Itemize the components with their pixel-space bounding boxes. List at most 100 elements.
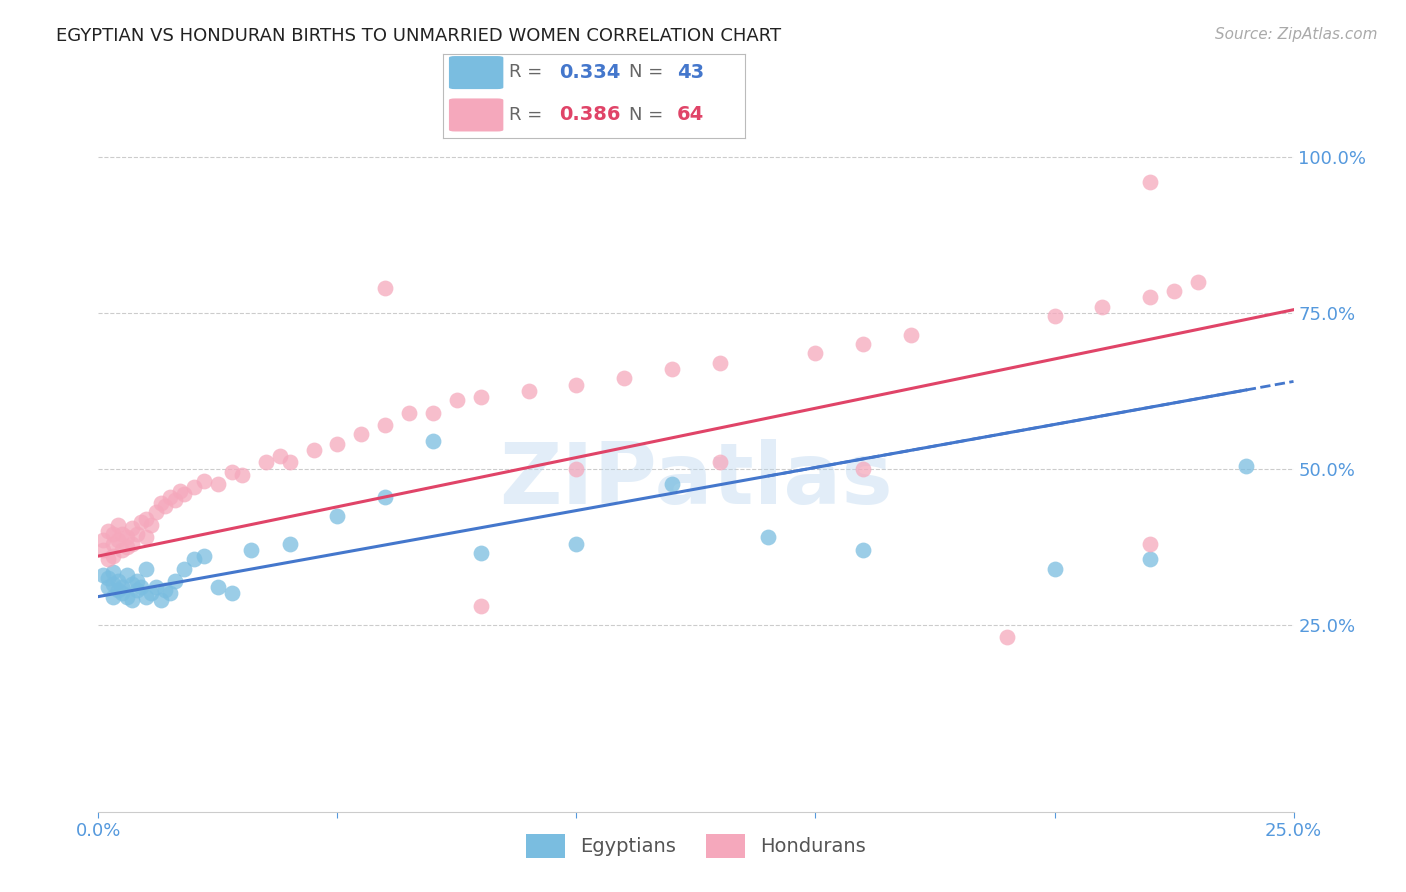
Point	[852, 337, 875, 351]
Point	[101, 565, 124, 579]
Point	[131, 515, 153, 529]
Point	[121, 536, 143, 550]
Point	[565, 536, 588, 550]
Text: N =: N =	[628, 105, 669, 123]
Point	[149, 496, 172, 510]
Point	[183, 552, 205, 566]
Text: 64: 64	[678, 105, 704, 124]
Point	[422, 434, 444, 448]
Point	[131, 580, 153, 594]
Text: 0.386: 0.386	[560, 105, 621, 124]
Point	[1139, 175, 1161, 189]
Point	[422, 406, 444, 420]
FancyBboxPatch shape	[449, 98, 503, 131]
Point	[804, 346, 827, 360]
Point	[1043, 561, 1066, 575]
Point	[163, 492, 186, 507]
Point	[470, 599, 492, 613]
Text: 43: 43	[678, 62, 704, 82]
Point	[661, 362, 683, 376]
Point	[97, 552, 120, 566]
Point	[661, 477, 683, 491]
Point	[995, 630, 1018, 644]
Point	[101, 577, 124, 591]
Point	[169, 483, 191, 498]
Point	[565, 461, 588, 475]
Text: ZIPatlas: ZIPatlas	[499, 439, 893, 522]
Point	[470, 390, 492, 404]
Point	[183, 480, 205, 494]
Point	[231, 467, 253, 482]
Point	[193, 549, 215, 563]
Point	[121, 577, 143, 591]
Point	[155, 499, 177, 513]
Point	[111, 580, 134, 594]
Point	[1163, 284, 1185, 298]
Point	[269, 450, 291, 464]
Point	[1139, 552, 1161, 566]
Legend: Egyptians, Hondurans: Egyptians, Hondurans	[519, 826, 873, 865]
Text: 0.334: 0.334	[560, 62, 620, 82]
Point	[101, 549, 124, 563]
Point	[326, 508, 349, 523]
Point	[709, 356, 731, 370]
Point	[91, 533, 114, 548]
Text: Source: ZipAtlas.com: Source: ZipAtlas.com	[1215, 27, 1378, 42]
Point	[125, 574, 148, 588]
Point	[374, 490, 396, 504]
Point	[302, 443, 325, 458]
Point	[125, 583, 148, 598]
Point	[121, 592, 143, 607]
Text: R =: R =	[509, 63, 548, 81]
Point	[221, 465, 243, 479]
Point	[470, 546, 492, 560]
Point	[135, 530, 157, 544]
Point	[135, 590, 157, 604]
Point	[159, 490, 181, 504]
Point	[155, 583, 177, 598]
Point	[613, 371, 636, 385]
Point	[900, 327, 922, 342]
Point	[374, 418, 396, 433]
Point	[121, 521, 143, 535]
Point	[446, 393, 468, 408]
Point	[852, 461, 875, 475]
Point	[149, 592, 172, 607]
Point	[101, 590, 124, 604]
Point	[565, 377, 588, 392]
Point	[115, 590, 138, 604]
Point	[107, 583, 129, 598]
Point	[1187, 275, 1209, 289]
Point	[173, 486, 195, 500]
Point	[852, 542, 875, 557]
Point	[221, 586, 243, 600]
Point	[193, 474, 215, 488]
Point	[374, 281, 396, 295]
Point	[398, 406, 420, 420]
Point	[139, 586, 162, 600]
Point	[159, 586, 181, 600]
Point	[709, 455, 731, 469]
Point	[139, 517, 162, 532]
Point	[145, 505, 167, 519]
Point	[115, 530, 138, 544]
Point	[207, 580, 229, 594]
Point	[107, 574, 129, 588]
Point	[517, 384, 540, 398]
Point	[173, 561, 195, 575]
Point	[135, 511, 157, 525]
Point	[163, 574, 186, 588]
Point	[207, 477, 229, 491]
Point	[115, 567, 138, 582]
Point	[111, 542, 134, 557]
Text: R =: R =	[509, 105, 548, 123]
Point	[97, 580, 120, 594]
Point	[326, 437, 349, 451]
Point	[278, 455, 301, 469]
Point	[97, 571, 120, 585]
Point	[254, 455, 277, 469]
Point	[1139, 536, 1161, 550]
Point	[115, 540, 138, 554]
FancyBboxPatch shape	[449, 56, 503, 89]
Point	[278, 536, 301, 550]
